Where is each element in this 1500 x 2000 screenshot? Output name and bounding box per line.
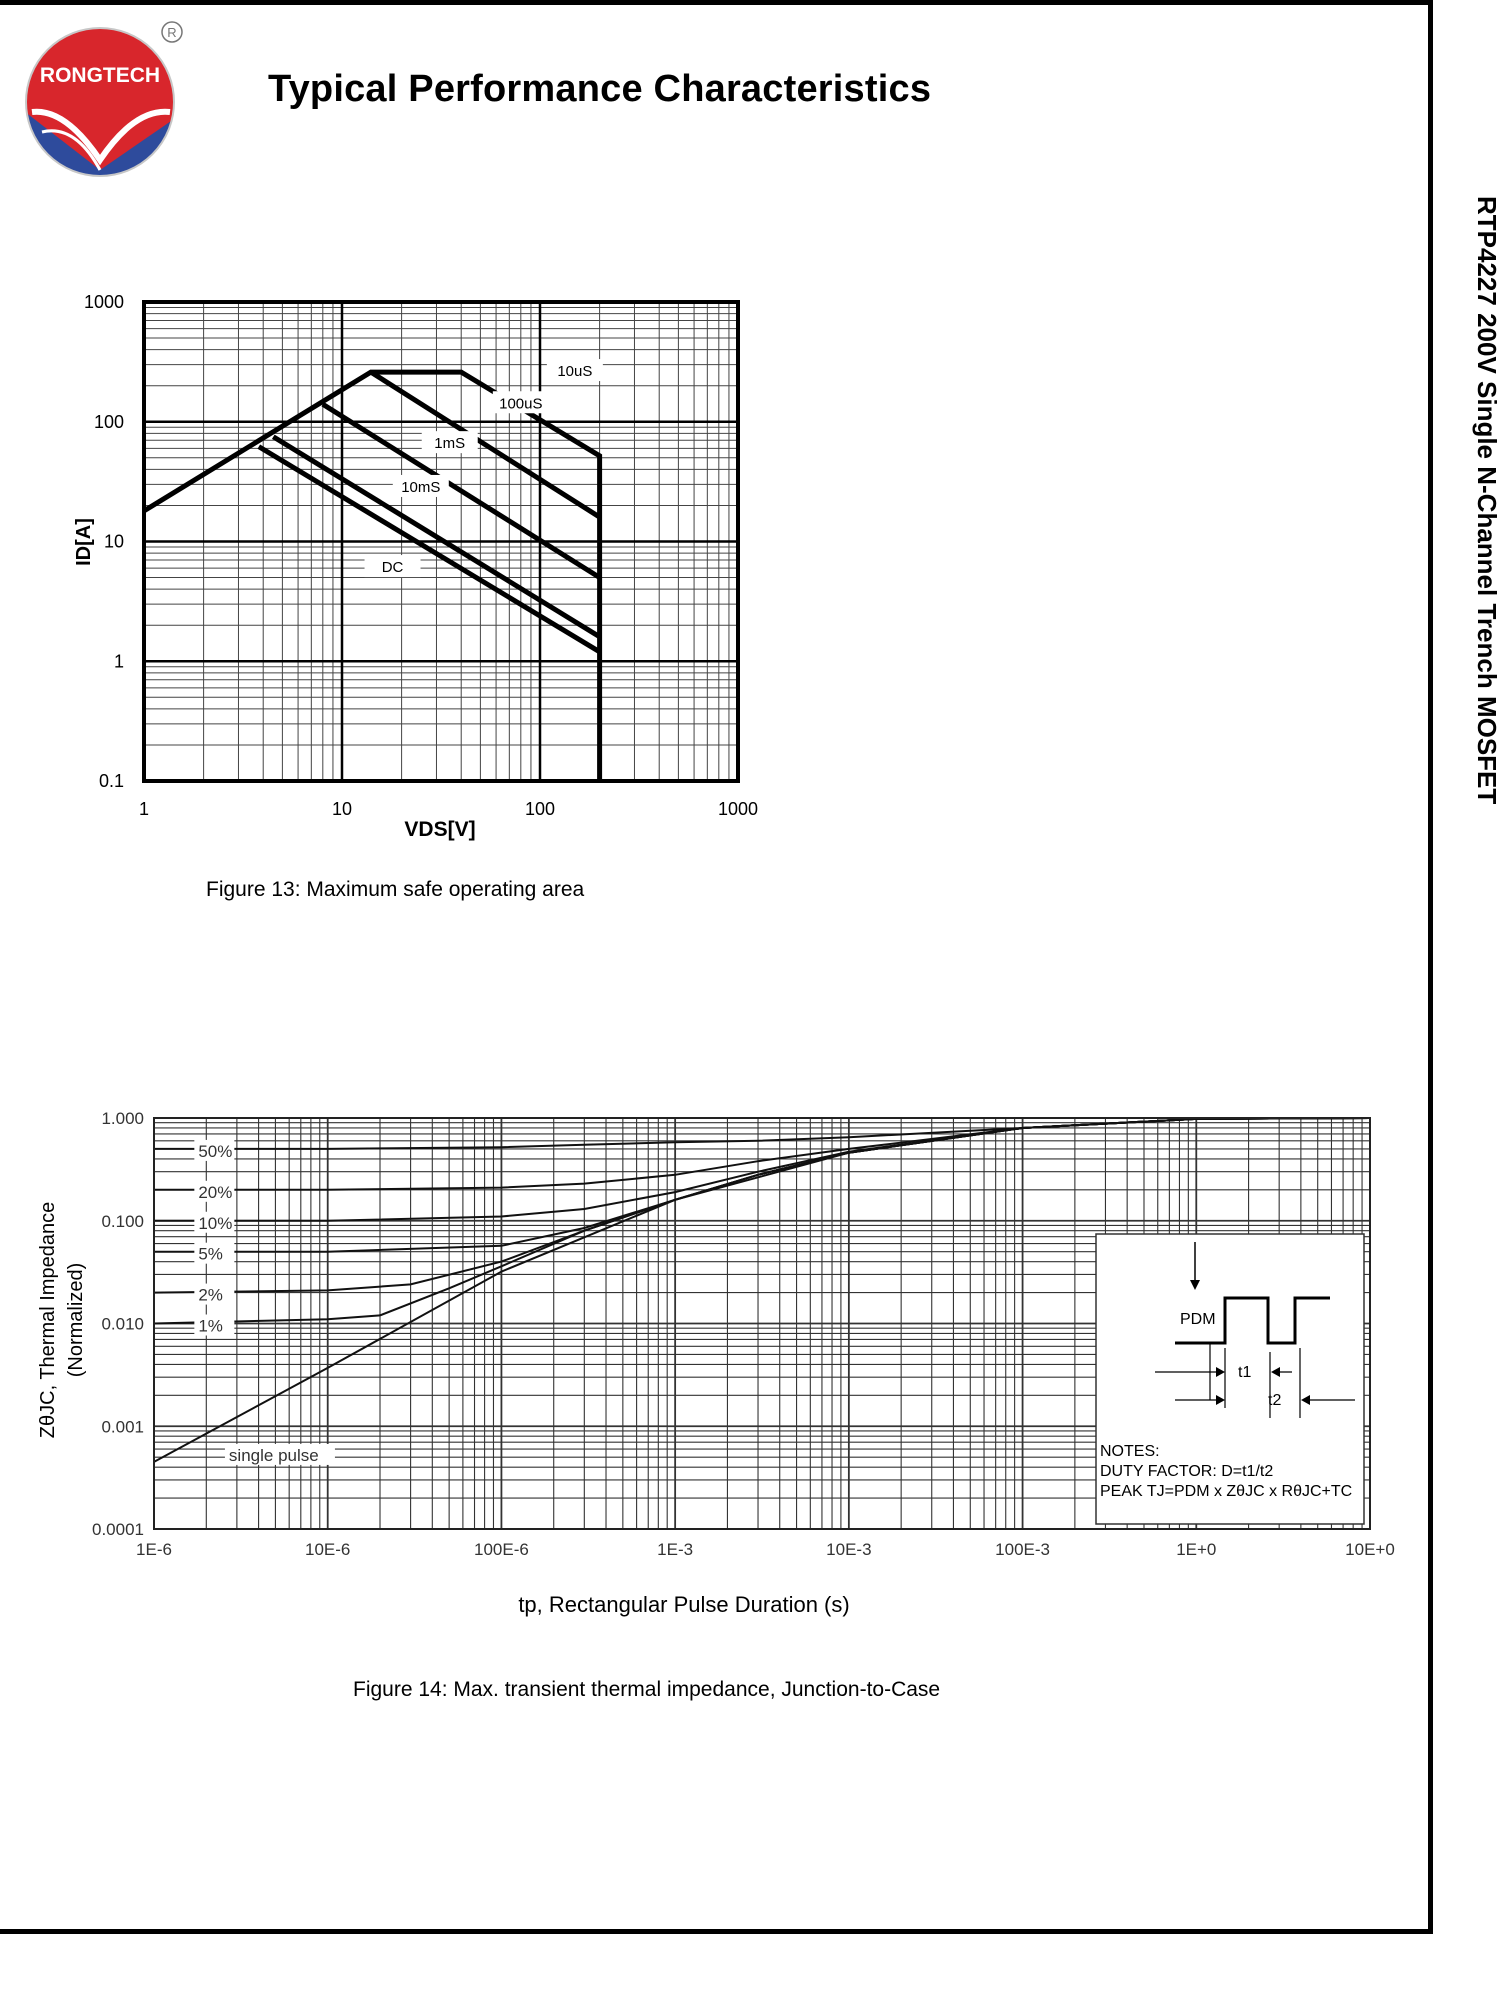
zth-y-axis-label-2: (Normalized) xyxy=(65,1263,87,1377)
soa-label-DC: DC xyxy=(382,559,404,576)
zth-label-5pct: 5% xyxy=(198,1245,223,1264)
zth-y-tick-label: 0.001 xyxy=(101,1417,144,1436)
zth-x-tick-label: 1E+0 xyxy=(1176,1540,1216,1559)
soa-series-1mS xyxy=(321,402,601,580)
zth-plot-frame xyxy=(153,1117,1371,1530)
zth-x-tick-label: 10E+0 xyxy=(1345,1540,1395,1559)
soa-label-bg xyxy=(364,555,421,578)
left-arrow-icon xyxy=(1271,1367,1280,1377)
zth-y-tick-label: 0.0001 xyxy=(92,1520,144,1539)
registered-mark: R xyxy=(167,25,176,40)
soa-y-tick-label: 100 xyxy=(94,412,124,432)
soa-x-tick-label: 10 xyxy=(332,799,352,819)
zth-ticks: 1E-6 10E-6 100E-6 1E-3 10E-3 100E-3 1E+0 10E+0 0… xyxy=(92,1109,1395,1559)
zth-inset: PDM t1 t2 NOTES: DUTY FACTOR: D=t1/t2 PE… xyxy=(1095,1233,1365,1525)
t1-label: t1 xyxy=(1238,1364,1251,1381)
soa-plot-frame xyxy=(142,300,740,783)
soa-x-tick-label: 100 xyxy=(525,799,555,819)
pdm-label: PDM xyxy=(1180,1311,1216,1328)
soa-y-tick-label: 0.1 xyxy=(99,771,124,791)
zth-label-1pct: 1% xyxy=(198,1317,223,1336)
zth-label-bg xyxy=(224,1443,335,1465)
zth-label-bg xyxy=(194,1139,235,1161)
left-arrow-icon xyxy=(1301,1395,1310,1405)
zth-label-bg xyxy=(194,1180,235,1202)
page-title: Typical Performance Characteristics xyxy=(268,68,932,110)
registered-mark-icon xyxy=(161,21,183,43)
zth-x-axis-label: tp, Rectangular Pulse Duration (s) xyxy=(518,1592,849,1617)
zth-label-20pct: 20% xyxy=(198,1183,232,1202)
soa-lines xyxy=(142,369,603,781)
side-title: RTP4227 200V Single N-Channel Trench MOS… xyxy=(1472,196,1500,805)
down-arrow-icon xyxy=(1190,1280,1200,1290)
soa-label-bg xyxy=(421,431,478,454)
soa-label-1mS: 1mS xyxy=(434,435,465,452)
soa-y-tick-label: 10 xyxy=(104,532,124,552)
zth-x-tick-label: 100E-3 xyxy=(995,1540,1050,1559)
pulse-waveform-icon xyxy=(1175,1296,1330,1345)
right-arrow-icon xyxy=(1216,1395,1225,1405)
soa-series-10mS xyxy=(271,434,601,639)
soa-series-100uS xyxy=(369,369,601,520)
zth-x-tick-label: 10E-6 xyxy=(305,1540,350,1559)
inset-box xyxy=(1095,1233,1365,1525)
logo-wave xyxy=(31,108,171,166)
zth-y-tick-label: 0.010 xyxy=(101,1315,144,1334)
zth-x-tick-label: 10E-3 xyxy=(826,1540,871,1559)
zth-label-single-pulse: single pulse xyxy=(229,1446,319,1465)
zth-label-bg xyxy=(194,1314,235,1336)
soa-chart: 10uS 100uS 1mS 10mS DC 1 10 100 1000 0.1 1 10 100 10… xyxy=(73,292,758,841)
zth-series-20pct xyxy=(154,1117,1371,1191)
zth-series-single-pulse xyxy=(153,1117,1371,1463)
zth-x-tick-label: 1E-3 xyxy=(657,1540,693,1559)
zth-label-bg xyxy=(194,1211,235,1233)
soa-x-tick-label: 1 xyxy=(139,799,149,819)
zth-chart: 50% 20% 10% 5% 2% 1% single pulse 1E-6 10E-6 100… xyxy=(37,1109,1395,1617)
zth-label-10pct: 10% xyxy=(198,1214,232,1233)
soa-label-10mS: 10mS xyxy=(401,479,440,496)
t2-label: t2 xyxy=(1268,1392,1281,1409)
soa-ticks: 1 10 100 1000 0.1 1 10 100 1000 xyxy=(84,292,758,819)
zth-x-tick-label: 100E-6 xyxy=(474,1540,529,1559)
zth-label-50pct: 50% xyxy=(198,1142,232,1161)
zth-label-bg xyxy=(194,1283,235,1305)
zth-series-5pct xyxy=(154,1117,1371,1253)
logo-text: RONGTECH xyxy=(40,64,160,87)
zth-y-axis-label: ZθJC, Thermal Impedance xyxy=(37,1202,59,1438)
zth-lines xyxy=(153,1117,1371,1463)
notes-peak-tj: PEAK TJ=PDM x ZθJC x RθJC+TC xyxy=(1100,1483,1352,1500)
soa-series-10uS xyxy=(142,369,603,781)
zth-x-tick-label: 1E-6 xyxy=(136,1540,172,1559)
soa-labels: 10uS 100uS 1mS 10mS DC xyxy=(364,359,603,578)
zth-label-2pct: 2% xyxy=(198,1286,223,1305)
page-border xyxy=(0,0,1433,1934)
soa-x-axis-label: VDS[V] xyxy=(404,818,475,841)
right-arrow-icon xyxy=(1216,1367,1225,1377)
soa-y-tick-label: 1 xyxy=(114,651,124,671)
soa-label-bg xyxy=(492,391,549,414)
soa-x-tick-label: 1000 xyxy=(718,799,758,819)
notes-title: NOTES: xyxy=(1100,1443,1160,1460)
soa-series-DC xyxy=(257,444,601,654)
zth-label-bg xyxy=(194,1242,235,1264)
figure-14-caption: Figure 14: Max. transient thermal impeda… xyxy=(353,1678,941,1701)
logo-wave-2 xyxy=(41,129,102,171)
notes-duty-factor: DUTY FACTOR: D=t1/t2 xyxy=(1100,1463,1273,1480)
soa-label-bg xyxy=(392,474,449,497)
rongtech-logo: RONGTECH R xyxy=(25,21,183,177)
zth-y-tick-label: 0.100 xyxy=(101,1212,144,1231)
figure-13-caption: Figure 13: Maximum safe operating area xyxy=(206,878,585,901)
soa-label-10uS: 10uS xyxy=(557,363,592,380)
soa-y-axis-label: ID[A] xyxy=(73,518,95,566)
soa-label-bg xyxy=(546,359,603,382)
soa-y-tick-label: 1000 xyxy=(84,292,124,312)
soa-label-100uS: 100uS xyxy=(499,395,542,412)
zth-labels: 50% 20% 10% 5% 2% 1% single pulse xyxy=(194,1139,335,1465)
zth-y-tick-label: 1.000 xyxy=(101,1109,144,1128)
